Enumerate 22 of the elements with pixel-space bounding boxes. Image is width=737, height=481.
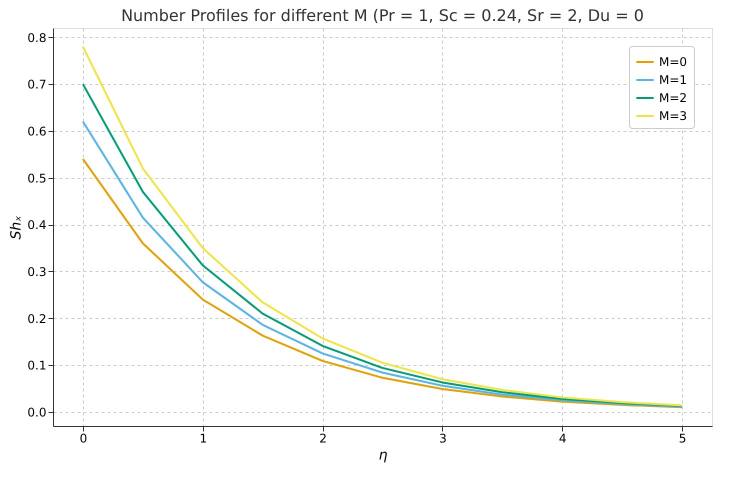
- y-tick-label: 0.4: [27, 218, 46, 232]
- x-axis-title: η: [378, 448, 388, 464]
- chart-title: Number Profiles for different M (Pr = 1, Sc = 0.24, Sr = 2, Du = 0: [121, 6, 644, 25]
- x-tick-label: 3: [439, 432, 447, 446]
- x-tick-label: 5: [678, 432, 686, 446]
- x-tick-label: 4: [558, 432, 567, 446]
- y-tick-label: 0.6: [27, 124, 46, 139]
- y-tick-label: 0.3: [27, 264, 46, 279]
- y-tick-label: 0.1: [27, 358, 46, 373]
- legend-label: M=0: [659, 55, 688, 69]
- y-tick-label: 0.0: [27, 405, 46, 420]
- y-tick-label: 0.7: [27, 78, 46, 92]
- x-tick-label: 0: [80, 432, 88, 446]
- y-tick-label: 0.2: [27, 312, 46, 326]
- x-tick-label: 1: [199, 432, 208, 446]
- y-tick-label: 0.5: [27, 171, 46, 186]
- y-tick-label: 0.8: [27, 30, 46, 45]
- y-axis-title: Shₓ: [8, 216, 24, 240]
- legend-label: M=1: [659, 73, 688, 87]
- x-tick-label: 2: [319, 432, 327, 446]
- legend-label: M=2: [659, 91, 688, 105]
- legend-label: M=3: [659, 109, 688, 123]
